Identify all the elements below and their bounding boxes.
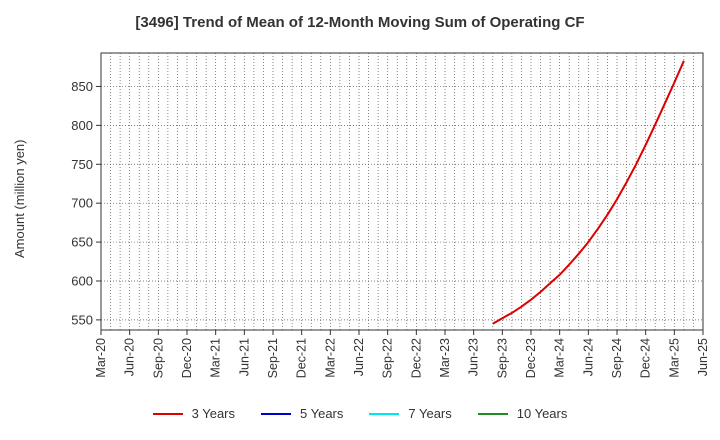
x-tick-label: Dec-20 [180, 338, 194, 378]
x-tick-label: Jun-20 [123, 338, 137, 376]
legend-label-3-years: 3 Years [191, 406, 235, 421]
x-tick-label: Mar-25 [667, 338, 681, 378]
legend-swatch-5-years [261, 412, 291, 415]
x-tick-label: Sep-23 [495, 338, 509, 378]
x-tick-label: Mar-21 [209, 338, 223, 378]
x-tick-label: Dec-22 [409, 338, 423, 378]
y-tick-label: 700 [71, 196, 93, 211]
x-tick-label: Jun-21 [237, 338, 251, 376]
legend-swatch-7-years [369, 412, 400, 415]
y-tick-label: 650 [71, 235, 93, 250]
x-tick-label: Sep-24 [610, 338, 624, 378]
legend-item-3-years: 3 Years [152, 406, 235, 421]
x-tick-label: Sep-21 [266, 338, 280, 378]
y-tick-label: 550 [71, 312, 93, 327]
x-tick-label: Sep-20 [151, 338, 165, 378]
y-tick-label: 600 [71, 273, 93, 288]
x-tick-label: Sep-22 [381, 338, 395, 378]
legend-item-10-years: 10 Years [477, 406, 568, 421]
x-tick-label: Jun-22 [352, 338, 366, 376]
plot-frame [100, 52, 704, 331]
y-tick-label: 800 [71, 118, 93, 133]
x-tick-label: Dec-23 [524, 338, 538, 378]
legend-label-10-years: 10 Years [516, 406, 568, 421]
legend-swatch-3-years [152, 412, 183, 415]
legend: 3 Years 5 Years 7 Years 10 Years [0, 406, 720, 421]
y-tick-label: 850 [71, 79, 93, 94]
legend-label-5-years: 5 Years [300, 406, 344, 421]
legend-item-5-years: 5 Years [261, 406, 343, 421]
x-tick-label: Dec-24 [639, 338, 653, 378]
y-tick-label: 750 [71, 157, 93, 172]
x-tick-label: Jun-25 [696, 338, 710, 376]
legend-swatch-10-years [477, 412, 508, 415]
x-tick-label: Mar-24 [553, 338, 567, 378]
legend-label-7-years: 7 Years [408, 406, 452, 421]
x-tick-label: Jun-23 [467, 338, 481, 376]
x-tick-label: Mar-22 [323, 338, 337, 378]
x-tick-label: Mar-23 [438, 338, 452, 378]
x-tick-label: Mar-20 [94, 338, 108, 378]
legend-item-7-years: 7 Years [369, 406, 452, 421]
series-line-3-years [492, 60, 685, 325]
x-tick-label: Jun-24 [581, 338, 595, 376]
chart-title: [3496] Trend of Mean of 12-Month Moving … [135, 14, 585, 31]
x-tick-label: Dec-21 [295, 338, 309, 378]
